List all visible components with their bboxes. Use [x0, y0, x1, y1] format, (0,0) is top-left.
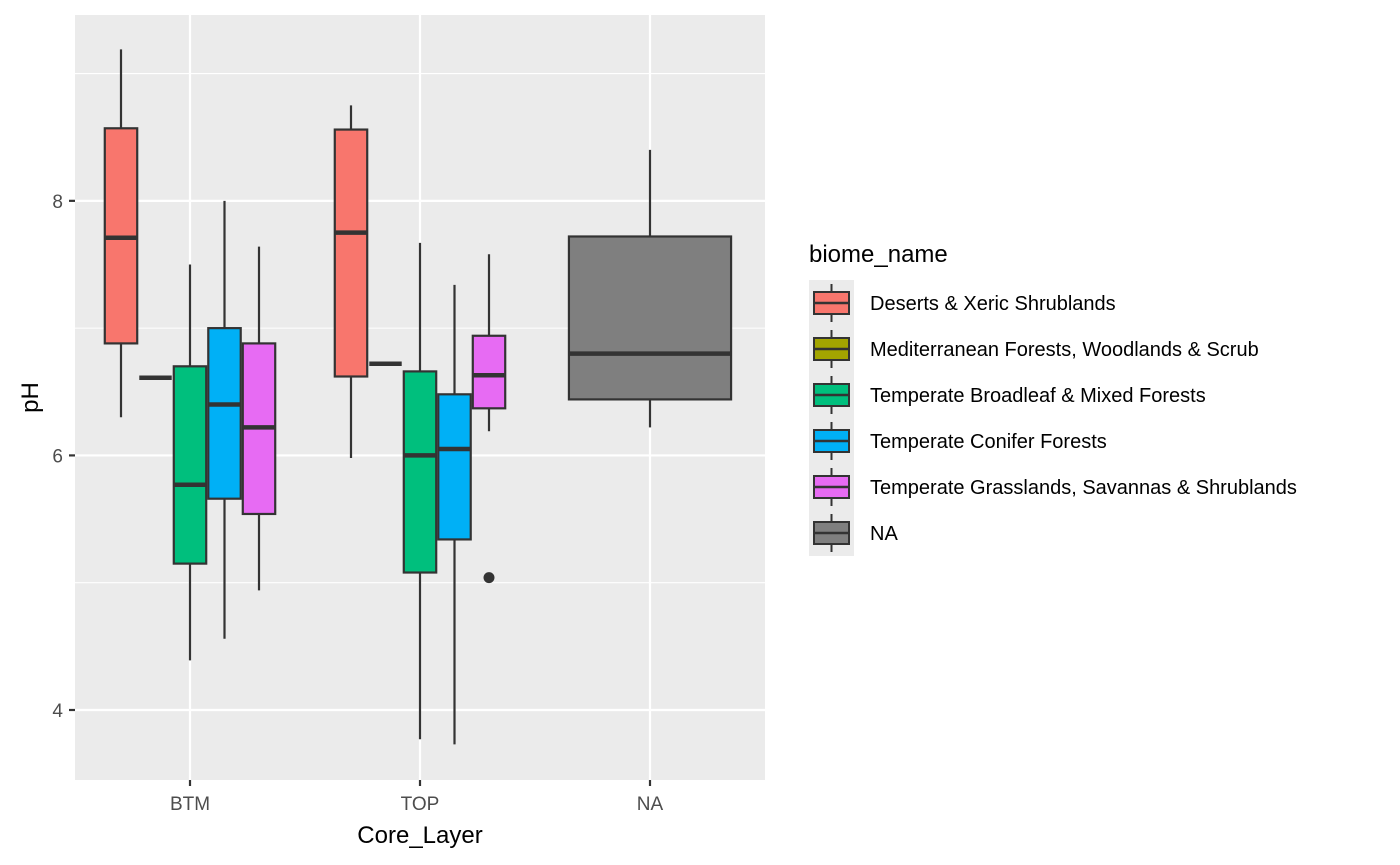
legend-label: Temperate Broadleaf & Mixed Forests [870, 385, 1206, 407]
box-body [471, 334, 507, 410]
legend-title: biome_name [809, 241, 948, 268]
y-axis-title: pH [17, 382, 44, 413]
outlier-point [483, 572, 495, 584]
legend-item: NA [813, 514, 898, 552]
legend-label: Temperate Grasslands, Savannas & Shrubla… [870, 477, 1297, 499]
legend-key-background [809, 280, 854, 556]
box-btm [172, 264, 208, 661]
x-axis-title: Core_Layer [357, 822, 482, 849]
x-axis: BTM TOP NA [170, 780, 664, 815]
legend-item: Deserts & Xeric Shrublands [813, 284, 1116, 322]
box-btm [103, 49, 139, 418]
box-body [207, 327, 242, 500]
legend-label: Mediterranean Forests, Woodlands & Scrub [870, 339, 1259, 361]
box-na [567, 149, 733, 428]
legend-label: Deserts & Xeric Shrublands [870, 293, 1116, 315]
legend-item: Temperate Conifer Forests [813, 422, 1107, 460]
legend-item: Temperate Grasslands, Savannas & Shrubla… [813, 468, 1297, 506]
y-tick-label: 6 [52, 446, 63, 467]
y-tick-label: 8 [52, 192, 63, 213]
box-top [437, 284, 472, 745]
box-body [402, 370, 438, 574]
box-body [172, 365, 208, 565]
box-body [567, 235, 733, 401]
box-top [471, 254, 507, 584]
legend: biome_name Deserts & Xeric Shrublands Med… [809, 241, 1297, 556]
legend-label: Temperate Conifer Forests [870, 431, 1107, 453]
legend-item: Mediterranean Forests, Woodlands & Scrub [813, 330, 1259, 368]
legend-label: NA [870, 523, 898, 545]
x-tick-label: TOP [401, 794, 440, 815]
legend-item: Temperate Broadleaf & Mixed Forests [813, 376, 1206, 414]
boxes [103, 49, 733, 745]
x-tick-label: BTM [170, 794, 210, 815]
box-btm [207, 200, 242, 639]
box-body [437, 393, 472, 541]
box-top [402, 242, 438, 740]
x-tick-label: NA [637, 794, 664, 815]
box-body [333, 128, 369, 378]
y-tick-label: 4 [52, 701, 63, 722]
box-top [333, 105, 369, 458]
y-axis: 4 6 8 [52, 192, 75, 722]
box-btm [241, 246, 277, 591]
